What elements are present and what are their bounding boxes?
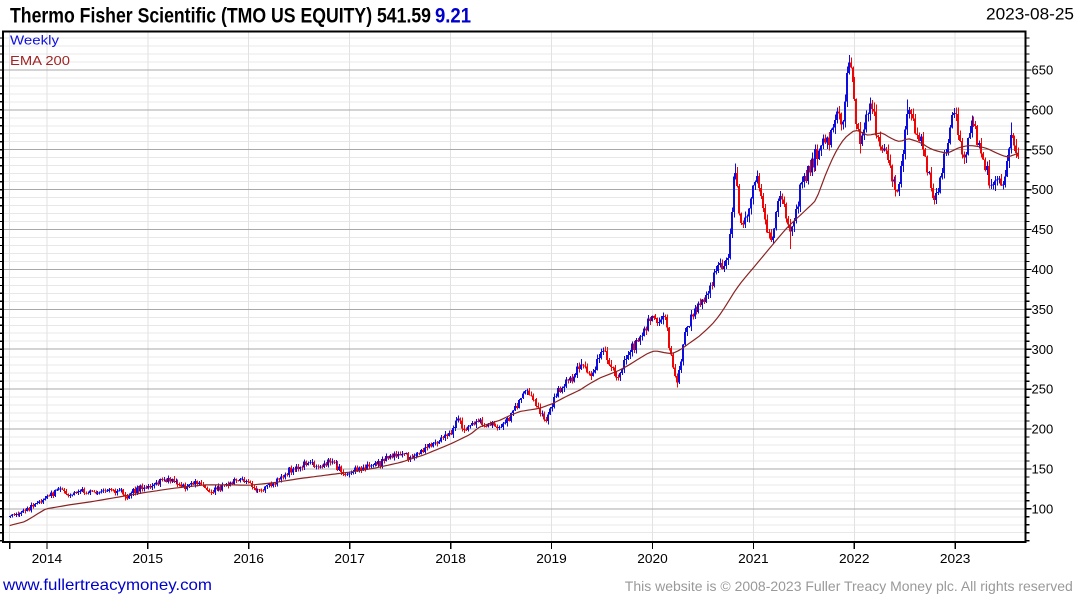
svg-text:600: 600 <box>1032 102 1054 117</box>
svg-text:150: 150 <box>1032 462 1054 477</box>
svg-text:2023-08-25: 2023-08-25 <box>986 6 1074 24</box>
svg-text:This website is © 2008-2023 Fu: This website is © 2008-2023 Fuller Treac… <box>625 579 1073 594</box>
svg-text:2023: 2023 <box>940 551 971 566</box>
svg-text:2022: 2022 <box>839 551 870 566</box>
svg-text:650: 650 <box>1032 63 1054 78</box>
svg-text:2017: 2017 <box>334 551 365 566</box>
svg-text:2020: 2020 <box>637 551 668 566</box>
svg-text:EMA 200: EMA 200 <box>10 53 70 68</box>
svg-text:2016: 2016 <box>233 551 264 566</box>
svg-text:2021: 2021 <box>738 551 769 566</box>
svg-text:2014: 2014 <box>32 551 63 566</box>
svg-text:550: 550 <box>1032 142 1054 157</box>
svg-text:350: 350 <box>1032 302 1054 317</box>
svg-text:400: 400 <box>1032 262 1054 277</box>
svg-text:www.fullertreacymoney.com: www.fullertreacymoney.com <box>2 577 212 594</box>
svg-text:Thermo Fisher Scientific (TMO: Thermo Fisher Scientific (TMO US EQUITY)… <box>10 4 431 28</box>
svg-text:500: 500 <box>1032 182 1054 197</box>
svg-text:250: 250 <box>1032 382 1054 397</box>
svg-text:2015: 2015 <box>133 551 164 566</box>
svg-text:9.21: 9.21 <box>435 4 471 28</box>
svg-text:2019: 2019 <box>536 551 567 566</box>
svg-text:200: 200 <box>1032 422 1054 437</box>
svg-text:450: 450 <box>1032 222 1054 237</box>
svg-text:2018: 2018 <box>435 551 466 566</box>
svg-text:Weekly: Weekly <box>10 33 60 48</box>
svg-text:100: 100 <box>1032 501 1054 516</box>
svg-text:300: 300 <box>1032 342 1054 357</box>
